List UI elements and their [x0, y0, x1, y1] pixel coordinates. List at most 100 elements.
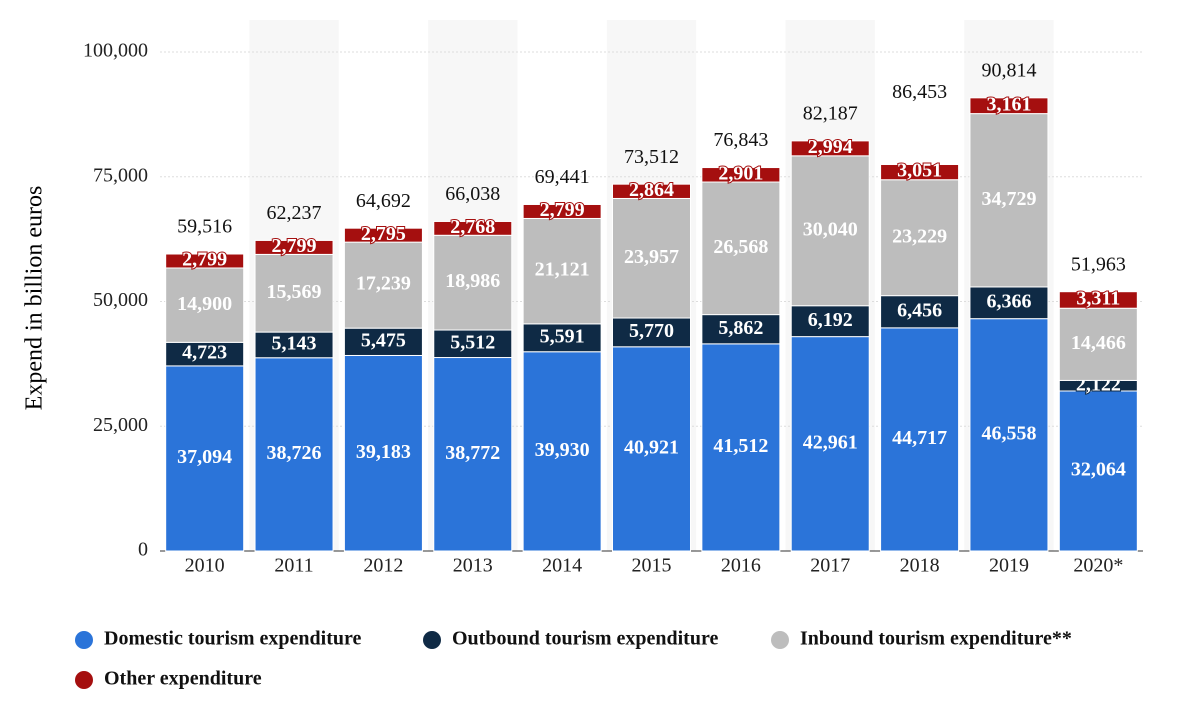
y-axis-title: Expend in billion euros [22, 186, 48, 411]
data-label: 46,558 [981, 422, 1036, 444]
data-label: 42,961 [803, 431, 858, 453]
total-label: 69,441 [535, 166, 590, 188]
total-label: 76,843 [713, 129, 768, 151]
bar-segment [880, 179, 960, 297]
bar-segment [165, 267, 245, 343]
y-tick-label: 100,000 [83, 40, 148, 62]
bar-segment [254, 239, 334, 255]
legend-marker [423, 631, 441, 649]
legend-label: Outbound tourism expenditure [452, 628, 718, 650]
y-tick-label: 0 [138, 539, 148, 561]
x-tick-label: 2019 [989, 555, 1029, 577]
bar-segment [612, 346, 691, 552]
data-label: 5,591 [540, 325, 585, 347]
data-label: 4,723 [182, 342, 227, 364]
x-tick-label: 2017 [810, 555, 850, 577]
bar-segment [433, 234, 513, 331]
bar-segment [701, 314, 781, 345]
bar-segment [343, 227, 423, 243]
bar-segment [254, 253, 334, 333]
bar-segment [522, 217, 602, 325]
x-tick-label: 2011 [274, 555, 313, 577]
bar-segment [790, 336, 870, 552]
total-label: 51,963 [1071, 253, 1126, 275]
total-label: 62,237 [267, 202, 322, 224]
bar-segment [969, 318, 1049, 552]
data-label: 5,862 [718, 317, 763, 339]
data-label: 6,456 [897, 299, 942, 321]
y-tick-label: 50,000 [93, 289, 148, 311]
bar-segment [343, 241, 423, 329]
data-label: 2,799 [182, 249, 227, 271]
data-label: 15,569 [267, 281, 322, 303]
bar-segment [880, 327, 960, 552]
data-label: 2,799 [272, 235, 317, 257]
data-label: 14,466 [1071, 332, 1126, 354]
x-tick-label: 2020* [1073, 555, 1123, 577]
bar-segment [1058, 307, 1138, 381]
total-label: 86,453 [892, 81, 947, 103]
bar-segment [969, 286, 1049, 320]
x-tick-label: 2012 [363, 555, 403, 577]
data-label: 21,121 [535, 259, 590, 281]
data-label: 5,512 [450, 331, 495, 353]
bar-segment [1058, 291, 1138, 309]
data-label: 2,864 [629, 179, 674, 201]
legend-label: Inbound tourism expenditure** [800, 628, 1072, 650]
bar-segment [790, 305, 870, 338]
data-label: 2,901 [718, 162, 763, 184]
data-label: 23,229 [892, 225, 947, 247]
data-label: 39,930 [535, 439, 590, 461]
bar-segment [880, 295, 960, 329]
bar-segment [612, 197, 691, 319]
data-label: 2,994 [808, 136, 853, 158]
data-label: 5,143 [272, 333, 317, 355]
data-label: 32,064 [1071, 459, 1126, 481]
bar-segment [790, 155, 870, 307]
data-label: 14,900 [177, 293, 232, 315]
data-label: 34,729 [981, 188, 1036, 210]
bar-segment [343, 327, 423, 356]
data-label: 3,161 [986, 93, 1031, 115]
data-label: 2,795 [361, 223, 406, 245]
data-label: 3,311 [1076, 288, 1120, 310]
data-label: 18,986 [445, 270, 500, 292]
total-label: 59,516 [177, 216, 232, 238]
data-label: 39,183 [356, 441, 411, 463]
bar-segment [701, 167, 781, 183]
bar-segment [254, 357, 334, 552]
total-label: 82,187 [803, 102, 858, 124]
legend-label: Other expenditure [104, 668, 262, 690]
legend-marker [75, 671, 93, 689]
data-label: 40,921 [624, 436, 679, 458]
data-label: 5,475 [361, 329, 406, 351]
data-label: 5,770 [629, 320, 674, 342]
data-label: 6,192 [808, 309, 853, 331]
bar-segment [433, 220, 513, 236]
total-label: 66,038 [445, 183, 500, 205]
data-label: 30,040 [803, 218, 858, 240]
x-tick-label: 2014 [542, 555, 582, 577]
bar-segment [701, 343, 781, 552]
data-label: 41,512 [713, 435, 768, 457]
data-label: 38,726 [267, 442, 322, 464]
data-label: 3,051 [897, 160, 942, 182]
bar-segment [969, 97, 1049, 115]
bar-segment [1058, 390, 1138, 552]
x-tick-label: 2013 [453, 555, 493, 577]
data-label: 44,717 [892, 427, 947, 449]
total-label: 90,814 [981, 59, 1036, 81]
bar-segment [522, 351, 602, 552]
bar-segment [433, 357, 513, 552]
bar-segment [790, 140, 870, 157]
legend-marker [771, 631, 789, 649]
y-tick-label: 75,000 [93, 164, 148, 186]
bar-segment [612, 183, 691, 199]
bar-segment [522, 323, 602, 353]
legend-marker [75, 631, 93, 649]
bar-segment [433, 329, 513, 359]
bar-segment [165, 253, 245, 269]
data-label: 23,957 [624, 246, 679, 268]
x-tick-label: 2016 [721, 555, 761, 577]
